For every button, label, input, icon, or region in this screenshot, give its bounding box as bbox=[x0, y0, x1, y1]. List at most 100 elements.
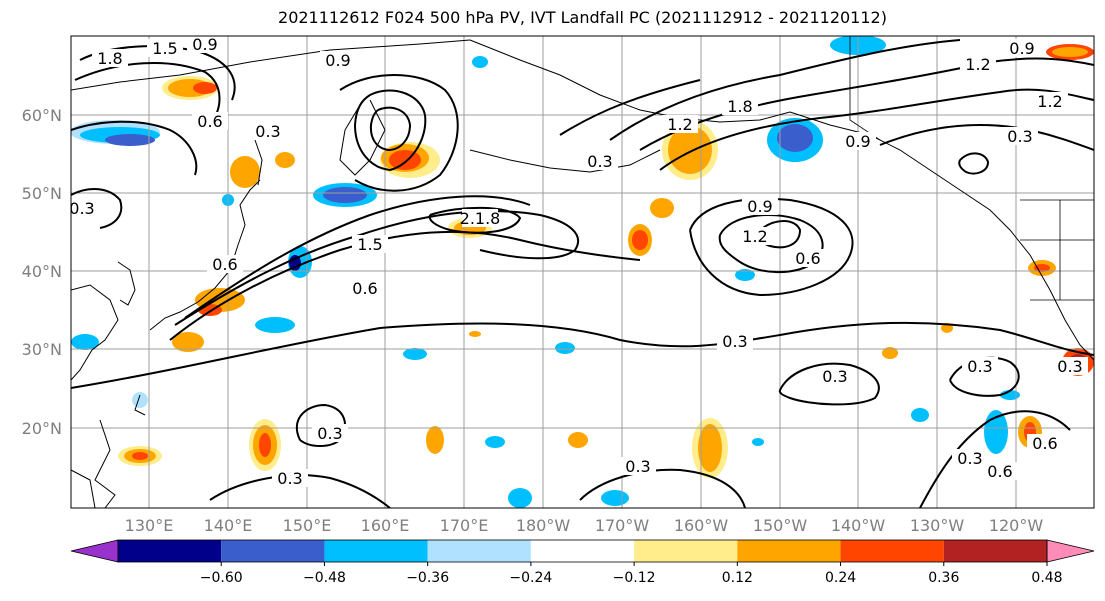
pv-anomaly-patch bbox=[601, 490, 629, 506]
contour-label: 0.6 bbox=[197, 112, 222, 131]
contour-line bbox=[209, 474, 391, 508]
pv-anomaly-patch bbox=[508, 488, 532, 508]
colorbar-segment bbox=[221, 540, 325, 562]
colorbar-segment bbox=[324, 540, 428, 562]
contour-line bbox=[74, 61, 221, 126]
contour-label-bg bbox=[790, 249, 826, 267]
latitude-labels: 60°N 50°N 40°N 30°N 20°N bbox=[22, 106, 62, 438]
contour-label-bg bbox=[582, 152, 618, 170]
pv-anomaly-patch bbox=[698, 424, 722, 472]
lat-tick-label: 20°N bbox=[22, 419, 62, 438]
coast-indochina bbox=[71, 469, 96, 508]
colorbar-label: −0.60 bbox=[200, 570, 243, 586]
pv-anomaly-patch bbox=[426, 426, 444, 454]
contour-line bbox=[71, 120, 198, 176]
contour-label: 2.1.8 bbox=[460, 209, 501, 228]
pv-anomaly-patch bbox=[469, 331, 481, 337]
lon-tick-label: 140°W bbox=[831, 516, 886, 535]
pv-anomaly-patch bbox=[735, 269, 755, 281]
contour-label: 0.3 bbox=[722, 332, 747, 351]
contour-label: 0.6 bbox=[212, 255, 237, 274]
lon-tick-label: 150°E bbox=[283, 516, 332, 535]
contour-label-bg bbox=[462, 209, 498, 227]
contour-line bbox=[919, 410, 1071, 508]
pv-anomaly-patch bbox=[882, 347, 898, 359]
pv-anomaly-patch bbox=[472, 56, 488, 68]
contour-label-bg bbox=[1052, 357, 1088, 375]
map-frame bbox=[70, 35, 1095, 509]
contour-label-bg bbox=[717, 332, 753, 350]
contour-label-bg bbox=[960, 55, 996, 73]
contour-line bbox=[579, 468, 746, 508]
contour-line bbox=[339, 74, 459, 192]
colorbar-extend-low bbox=[70, 539, 119, 563]
contour-label-bg bbox=[272, 469, 308, 487]
colorbar-segment bbox=[737, 540, 841, 562]
lat-tick-label: 60°N bbox=[22, 106, 62, 125]
contour-label-bg bbox=[92, 49, 128, 67]
contour-label: 0.3 bbox=[625, 457, 650, 476]
contour-label: 0.3 bbox=[1007, 127, 1032, 146]
colorbar-label: −0.48 bbox=[303, 570, 346, 586]
pv-anomaly-patch bbox=[1052, 47, 1088, 57]
pv-anomaly-patch bbox=[389, 150, 421, 170]
colorbar-label: −0.24 bbox=[509, 570, 552, 586]
pv-anomaly-patch bbox=[230, 156, 260, 188]
pv-anomaly-patch bbox=[941, 323, 953, 333]
contour-label-bg bbox=[147, 39, 183, 57]
contour-label: 0.3 bbox=[255, 122, 280, 141]
contour-label: 1.5 bbox=[152, 39, 177, 58]
colorbar-label: 0.24 bbox=[825, 570, 856, 586]
contour-label-bg bbox=[71, 199, 100, 217]
pv-anomaly-patch bbox=[403, 348, 427, 360]
coast-sakhalin bbox=[254, 139, 263, 186]
contour-line bbox=[659, 88, 1094, 171]
pv-anomaly-patch bbox=[485, 436, 505, 448]
lon-tick-label: 160°E bbox=[361, 516, 410, 535]
contour-labels: 1.8 1.5 0.9 0.9 0.6 0.3 0.3 0.6 1.5 2.1.8 0.6 0.3 1.… bbox=[71, 36, 1088, 488]
pv-anomaly-patch bbox=[132, 392, 148, 408]
contour-label: 0.6 bbox=[795, 249, 820, 268]
pv-anomaly-patch bbox=[632, 230, 648, 250]
colorbar-segment bbox=[530, 540, 635, 562]
contour-line bbox=[71, 321, 1094, 389]
colorbar-segment bbox=[427, 540, 531, 562]
pv-anomaly-patch bbox=[555, 342, 575, 354]
contour-line bbox=[353, 89, 427, 172]
contour-label-bg bbox=[737, 227, 773, 245]
lon-tick-label: 130°W bbox=[910, 516, 965, 535]
lat-tick-label: 50°N bbox=[22, 184, 62, 203]
contour-label-bg bbox=[352, 235, 388, 253]
contour-label: 0.3 bbox=[957, 449, 982, 468]
contour-label: 0.3 bbox=[822, 367, 847, 386]
contour-line bbox=[559, 79, 701, 136]
contour-label: 1.2 bbox=[667, 115, 692, 134]
contour-line bbox=[609, 39, 961, 141]
contour-label: 1.2 bbox=[742, 227, 767, 246]
contour-label-bg bbox=[840, 132, 876, 150]
pv-anomaly-patch bbox=[172, 332, 204, 352]
pv-anomaly-patch bbox=[568, 432, 588, 448]
pv-anomaly-patch bbox=[105, 134, 155, 146]
coast-asia bbox=[71, 284, 119, 381]
contour-label-bg bbox=[312, 424, 348, 442]
contour-label: 0.9 bbox=[1009, 39, 1034, 58]
colorbar-label: 0.12 bbox=[722, 570, 753, 586]
contour-label: 0.6 bbox=[987, 462, 1012, 481]
contour-label-bg bbox=[962, 357, 998, 375]
contour-label-bg bbox=[1004, 39, 1040, 57]
contour-label-bg bbox=[192, 112, 228, 130]
lon-tick-label: 150°W bbox=[753, 516, 808, 535]
coast-korea bbox=[117, 261, 136, 306]
contour-label-bg bbox=[620, 457, 656, 475]
lat-tick-label: 40°N bbox=[22, 262, 62, 281]
contour-label: 0.3 bbox=[277, 469, 302, 488]
map-panel: 1.8 1.5 0.9 0.9 0.6 0.3 0.3 0.6 1.5 2.1.8 0.6 0.3 1.… bbox=[70, 35, 1095, 509]
contour-label: 0.9 bbox=[845, 132, 870, 151]
lat-tick-label: 30°N bbox=[22, 340, 62, 359]
colorbar-outline bbox=[117, 539, 1048, 563]
contour-line bbox=[639, 57, 1094, 151]
contour-label: 0.9 bbox=[325, 51, 350, 70]
colorbar-label: −0.36 bbox=[406, 570, 449, 586]
pv-anomaly-patch bbox=[650, 198, 674, 218]
